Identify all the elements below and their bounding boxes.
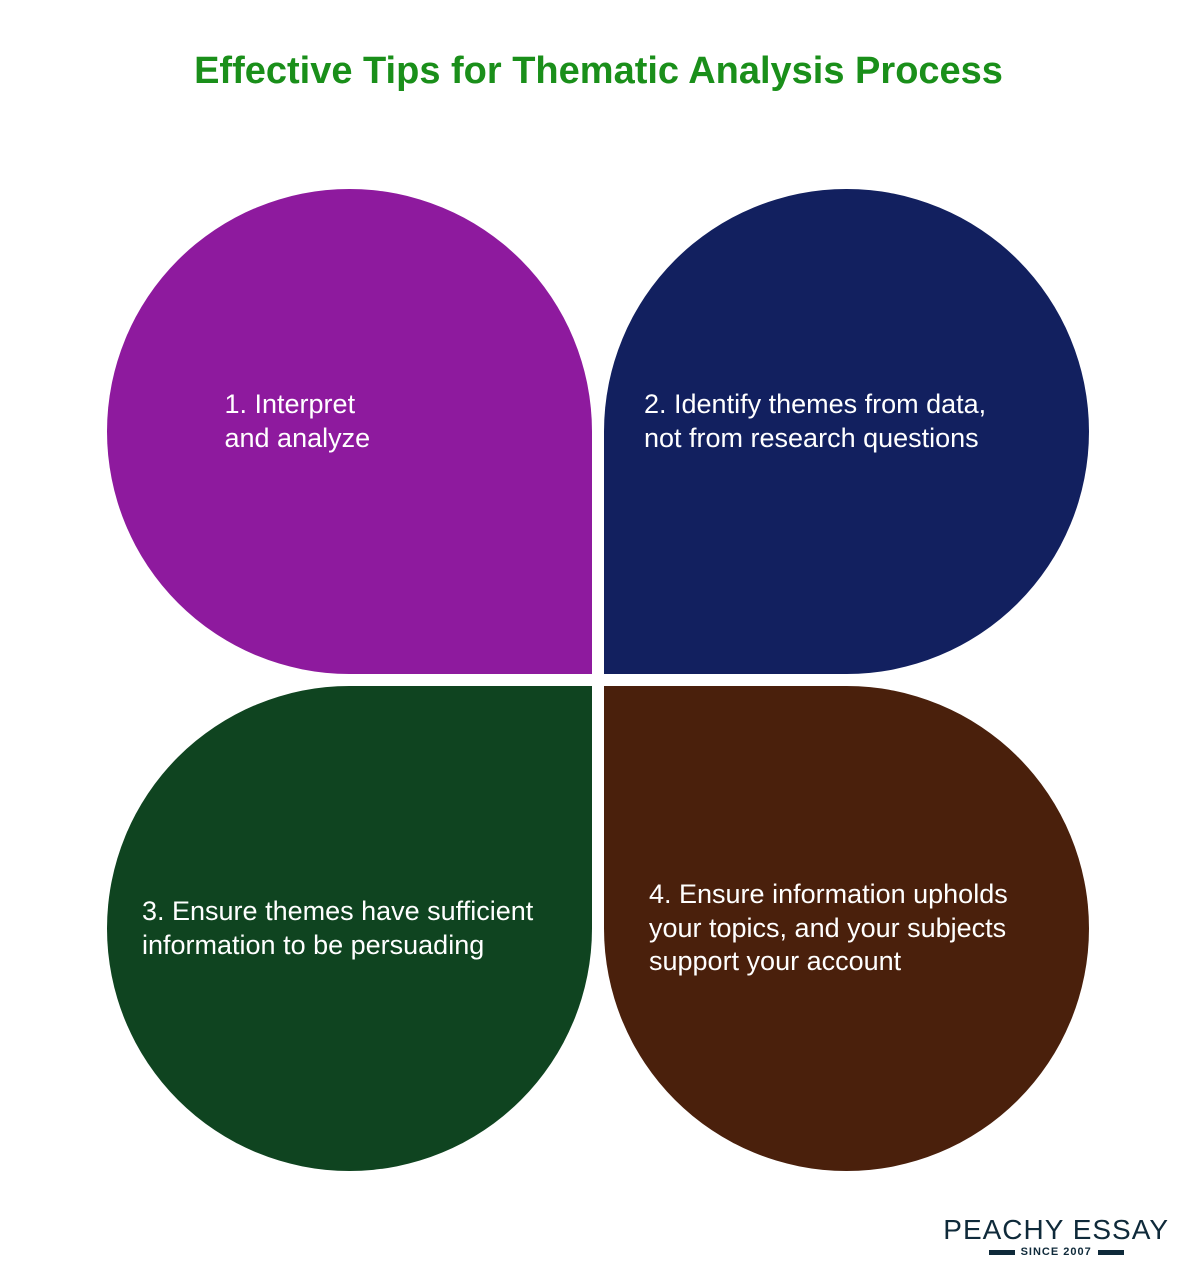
brand-logo-main: PEACHY ESSAY — [943, 1216, 1169, 1244]
petal-tip-3: 3. Ensure themes have sufficient informa… — [107, 686, 592, 1171]
petal-tip-1: 1. Interpret and analyze — [107, 189, 592, 674]
brand-logo-bar-left — [989, 1250, 1015, 1255]
petal-tip-4: 4. Ensure information upholds your topic… — [604, 686, 1089, 1171]
page-title: Effective Tips for Thematic Analysis Pro… — [0, 50, 1197, 93]
brand-logo-since: SINCE 2007 — [1021, 1246, 1092, 1258]
petal-tip-2: 2. Identify themes from data, not from r… — [604, 189, 1089, 674]
petal-text-2: 2. Identify themes from data, not from r… — [644, 388, 1024, 456]
brand-logo: PEACHY ESSAY SINCE 2007 — [943, 1216, 1169, 1258]
brand-logo-sub: SINCE 2007 — [943, 1246, 1169, 1258]
petal-text-3: 3. Ensure themes have sufficient informa… — [142, 895, 562, 963]
brand-logo-bar-right — [1098, 1250, 1124, 1255]
petal-text-4: 4. Ensure information upholds your topic… — [649, 878, 1039, 979]
petal-text-1: 1. Interpret and analyze — [225, 388, 475, 456]
